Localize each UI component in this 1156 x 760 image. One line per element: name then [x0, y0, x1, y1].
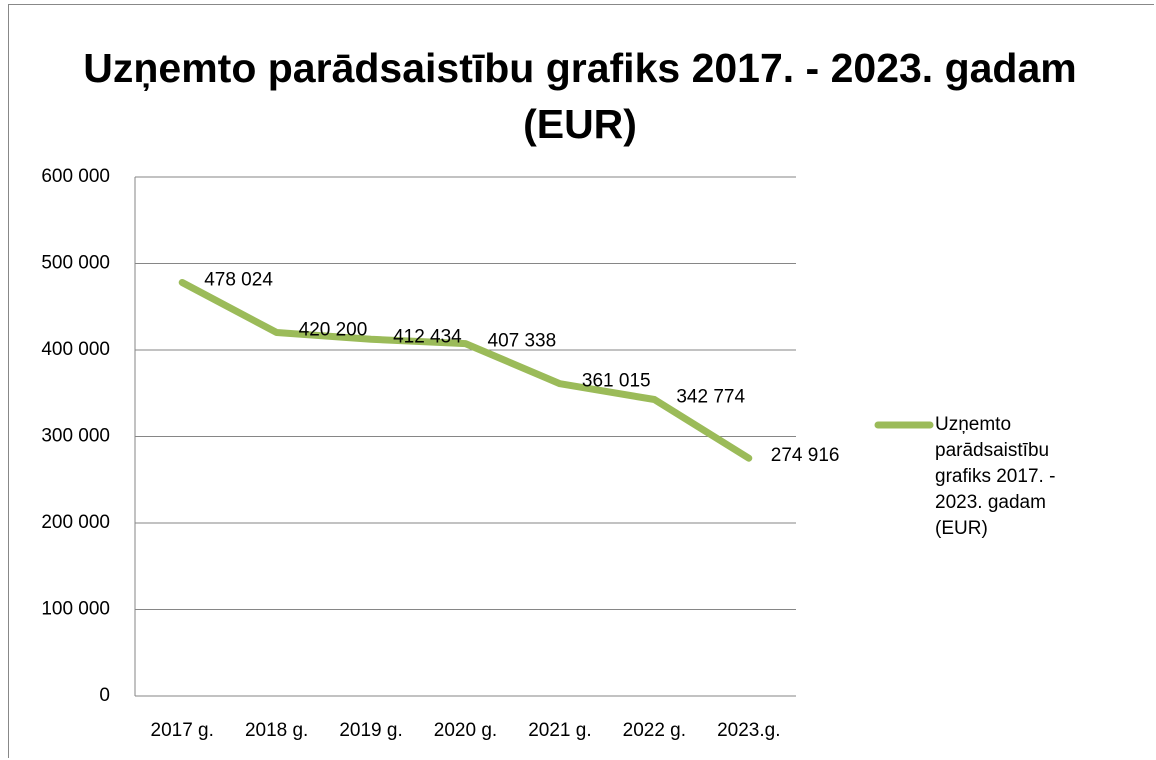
- x-tick-label: 2017 g.: [151, 720, 214, 741]
- data-line: [178, 279, 753, 462]
- legend-label: Uzņemto parādsaistību grafiks 2017. - 20…: [935, 414, 1056, 539]
- chart-title: Uzņemto parādsaistību grafiks 2017. - 20…: [83, 45, 1077, 147]
- x-tick-label: 2023.g.: [717, 720, 780, 741]
- data-label: 274 916: [771, 445, 840, 466]
- y-tick-label: 300 000: [41, 426, 110, 447]
- x-tick-label: 2018 g.: [245, 720, 308, 741]
- y-tick-label: 400 000: [41, 339, 110, 360]
- data-label: 478 024: [204, 270, 273, 291]
- x-tick-label: 2021 g.: [528, 720, 591, 741]
- x-tick-label: 2020 g.: [434, 720, 497, 741]
- data-label: 412 434: [393, 326, 462, 347]
- y-tick-label: 600 000: [41, 166, 110, 187]
- data-label: 361 015: [582, 371, 651, 392]
- x-tick-label: 2022 g.: [623, 720, 686, 741]
- y-tick-label: 500 000: [41, 253, 110, 274]
- y-tick-label: 100 000: [41, 599, 110, 620]
- data-label: 420 200: [299, 320, 368, 341]
- y-tick-label: 200 000: [41, 512, 110, 533]
- y-tick-label: 0: [99, 685, 110, 706]
- chart-frame: [8, 4, 1154, 758]
- x-tick-label: 2019 g.: [339, 720, 402, 741]
- data-label: 342 774: [676, 387, 745, 408]
- data-label: 407 338: [488, 331, 557, 352]
